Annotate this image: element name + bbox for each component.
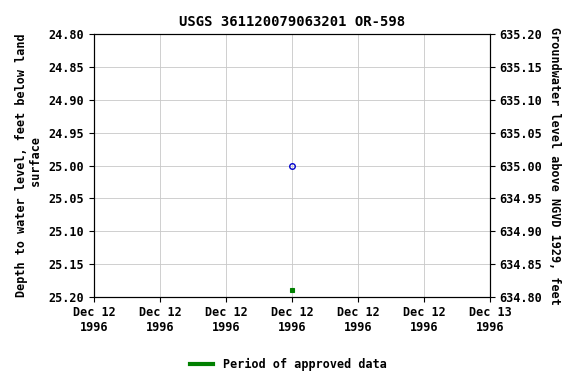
Title: USGS 361120079063201 OR-598: USGS 361120079063201 OR-598 [179, 15, 405, 29]
Legend: Period of approved data: Period of approved data [185, 354, 391, 376]
Y-axis label: Groundwater level above NGVD 1929, feet: Groundwater level above NGVD 1929, feet [548, 26, 561, 305]
Y-axis label: Depth to water level, feet below land
 surface: Depth to water level, feet below land su… [15, 34, 43, 297]
